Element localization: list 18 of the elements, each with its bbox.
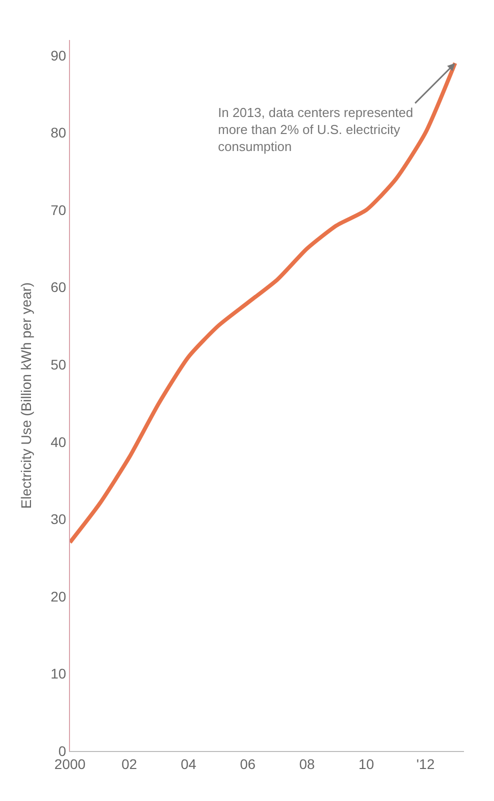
y-tick-label: 50 [50, 356, 66, 372]
y-tick-label: 10 [50, 666, 66, 682]
x-tick-label: 08 [299, 756, 315, 772]
x-tick-label: 04 [180, 756, 196, 772]
line-series [70, 61, 458, 544]
y-tick-label: 30 [50, 511, 66, 528]
y-tick-label: 90 [50, 47, 66, 64]
x-tick-label: 02 [121, 756, 138, 772]
y-tick-label: 20 [50, 588, 66, 604]
y-tick-label: 60 [50, 279, 66, 296]
y-tick-label: 40 [50, 434, 66, 450]
x-tick-label: '12 [416, 756, 435, 772]
y-tick-label: 70 [50, 202, 66, 218]
y-tick-label: 80 [50, 124, 66, 141]
x-tick-label: 10 [358, 756, 374, 772]
annotation: In 2013, data centers represented more than 2% of U.S. electricity consumption [218, 105, 414, 154]
y-axis-title: Electricity Use (Billion kWh per year) [18, 282, 34, 509]
x-tick-label: 06 [240, 756, 256, 772]
